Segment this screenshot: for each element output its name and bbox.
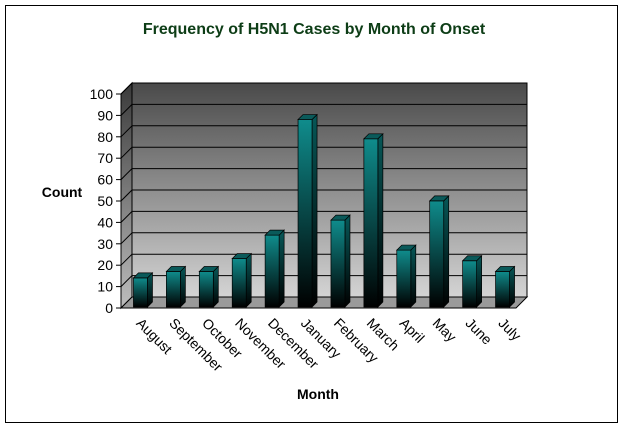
bar-side [410,244,417,308]
y-tick-label: 20 [97,257,113,273]
bar-cap [165,266,187,272]
bar [363,132,384,308]
bar-front [495,271,510,308]
bar-front [363,138,379,308]
bar-side [509,265,515,308]
y-tick-label: 70 [97,150,113,166]
x-axis-ticks: AugustSeptemberOctoberNovemberDecemberJa… [133,315,524,375]
bar-cap [132,272,154,279]
gridline-side [120,253,133,266]
bar [395,244,417,308]
y-tick-label: 0 [105,300,113,316]
bar-front [264,234,280,308]
bar-side [278,229,285,308]
y-tick-label: 30 [97,236,113,252]
bar-side [377,132,384,308]
bar-front [231,258,247,308]
bar-front [198,271,214,308]
gridline-side [120,104,133,116]
y-tick-label: 10 [97,279,113,295]
bar-side [443,195,450,308]
x-tick-label: May [430,315,460,345]
x-tick-label: August [133,315,175,357]
bars [132,113,516,308]
bar-cap [297,114,318,120]
y-tick-label: 80 [97,129,113,145]
chart-title: Frequency of H5N1 Cases by Month of Onse… [143,21,486,38]
bar-cap [428,195,450,202]
bar [461,254,483,308]
bar-front [166,271,181,308]
bar-cap [330,214,351,221]
bar-cap [198,266,220,272]
gridline-side [120,125,133,138]
bar-side [344,214,351,308]
y-tick-label: 50 [97,193,113,209]
bar-cap [494,266,516,272]
plot-area [119,81,529,310]
bar-side [245,252,252,308]
bar [132,272,154,308]
y-tick-label: 40 [97,214,113,230]
bar-side [180,265,186,308]
bar [330,214,351,308]
x-tick-label: June [463,315,496,348]
bar-front [429,200,445,308]
bar [297,113,318,308]
y-axis-title: Count [42,184,83,200]
bar-front [396,249,412,308]
bar [231,252,253,308]
y-tick-label: 60 [97,172,113,188]
bar-cap [395,244,417,251]
y-tick-label: 90 [97,107,113,123]
bar [264,229,285,308]
gridline-side [120,168,133,180]
bar-side [147,272,153,308]
gridline-side [120,82,133,95]
y-axis-ticks: 0 10 20 30 40 50 60 70 80 90 100 [90,86,121,316]
bar [198,265,220,308]
bar-cap [363,133,384,140]
gridline-side [120,232,133,245]
bar-cap [231,253,253,259]
gridline-side [120,211,133,223]
bar-front [297,119,313,308]
bar-front [133,277,148,308]
gridline-side [120,275,133,287]
bar [494,265,516,308]
bar [165,265,187,308]
bar-front [462,260,477,308]
bar-front [330,219,346,308]
y-tick-label: 100 [90,86,114,102]
gridline-side [120,189,133,202]
x-tick-label: July [495,315,524,344]
bar-side [311,113,318,308]
bar-side [476,254,482,308]
bar-side [212,265,219,308]
floor [119,296,529,309]
bar [428,195,450,308]
gridline-side [120,146,133,159]
bar-cap [264,229,285,236]
x-axis-title: Month [297,386,339,402]
bar-cap [461,255,483,262]
